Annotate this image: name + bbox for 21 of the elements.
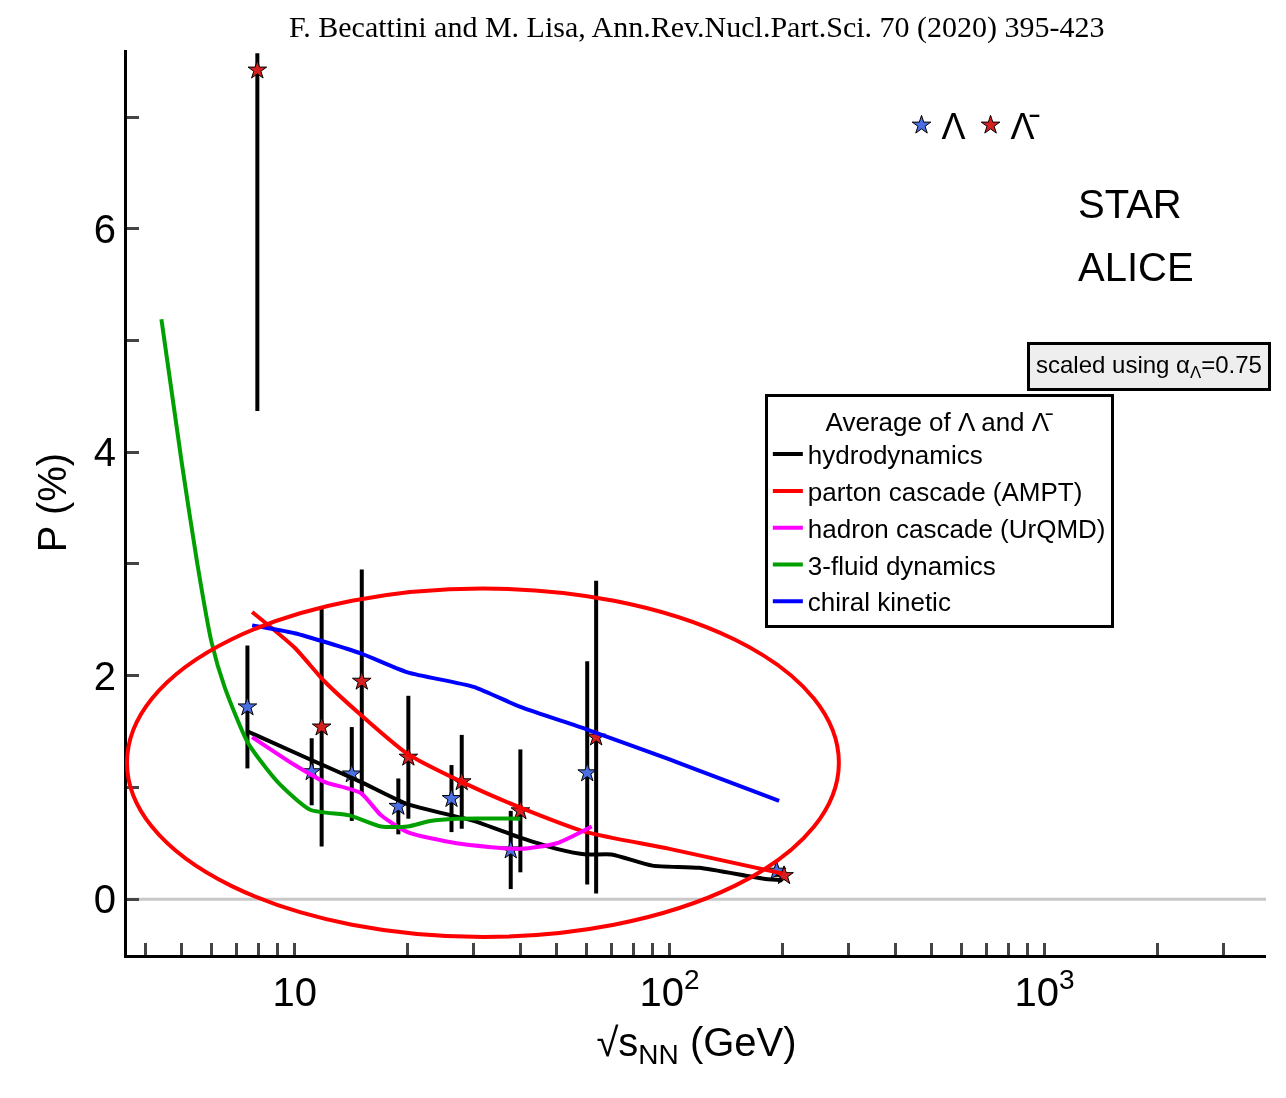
y-tick-label: 0 bbox=[93, 877, 116, 922]
legend-label: parton cascade (AMPT) bbox=[807, 477, 1083, 508]
legend-title: Average of Λ and Λ̄ bbox=[825, 406, 1054, 437]
annotation: STAR bbox=[1078, 182, 1182, 226]
legend-label: Λ̄ bbox=[1010, 106, 1040, 148]
y-tick-label: 4 bbox=[93, 430, 116, 475]
legend-label: hadron cascade (UrQMD) bbox=[807, 513, 1106, 544]
x-tick-label: 10$^{2}$ bbox=[639, 964, 700, 1014]
legend-label: Λ bbox=[941, 106, 966, 148]
text: F. Becattini and M. Lisa, Ann.Rev.Nucl.Part.Sci. 70 (2020) 395-423 bbox=[289, 10, 1105, 44]
annotation: scaled using α$_{Λ}$=0.75 bbox=[1036, 351, 1262, 383]
x-axis-title: √s$_{NN}$ (GeV) bbox=[596, 1019, 797, 1070]
x-tick-label: 10 bbox=[272, 970, 317, 1014]
legend-label: hydrodynamics bbox=[807, 440, 983, 471]
legend-label: 3-fluid dynamics bbox=[807, 550, 996, 581]
legend-label: chiral kinetic bbox=[807, 587, 951, 618]
annotation: ALICE bbox=[1078, 245, 1194, 289]
y-axis-title: P (%) bbox=[30, 452, 75, 553]
y-tick-label: 2 bbox=[93, 653, 116, 698]
x-tick-label: 10$^{3}$ bbox=[1014, 964, 1075, 1014]
y-tick-label: 6 bbox=[93, 206, 116, 251]
